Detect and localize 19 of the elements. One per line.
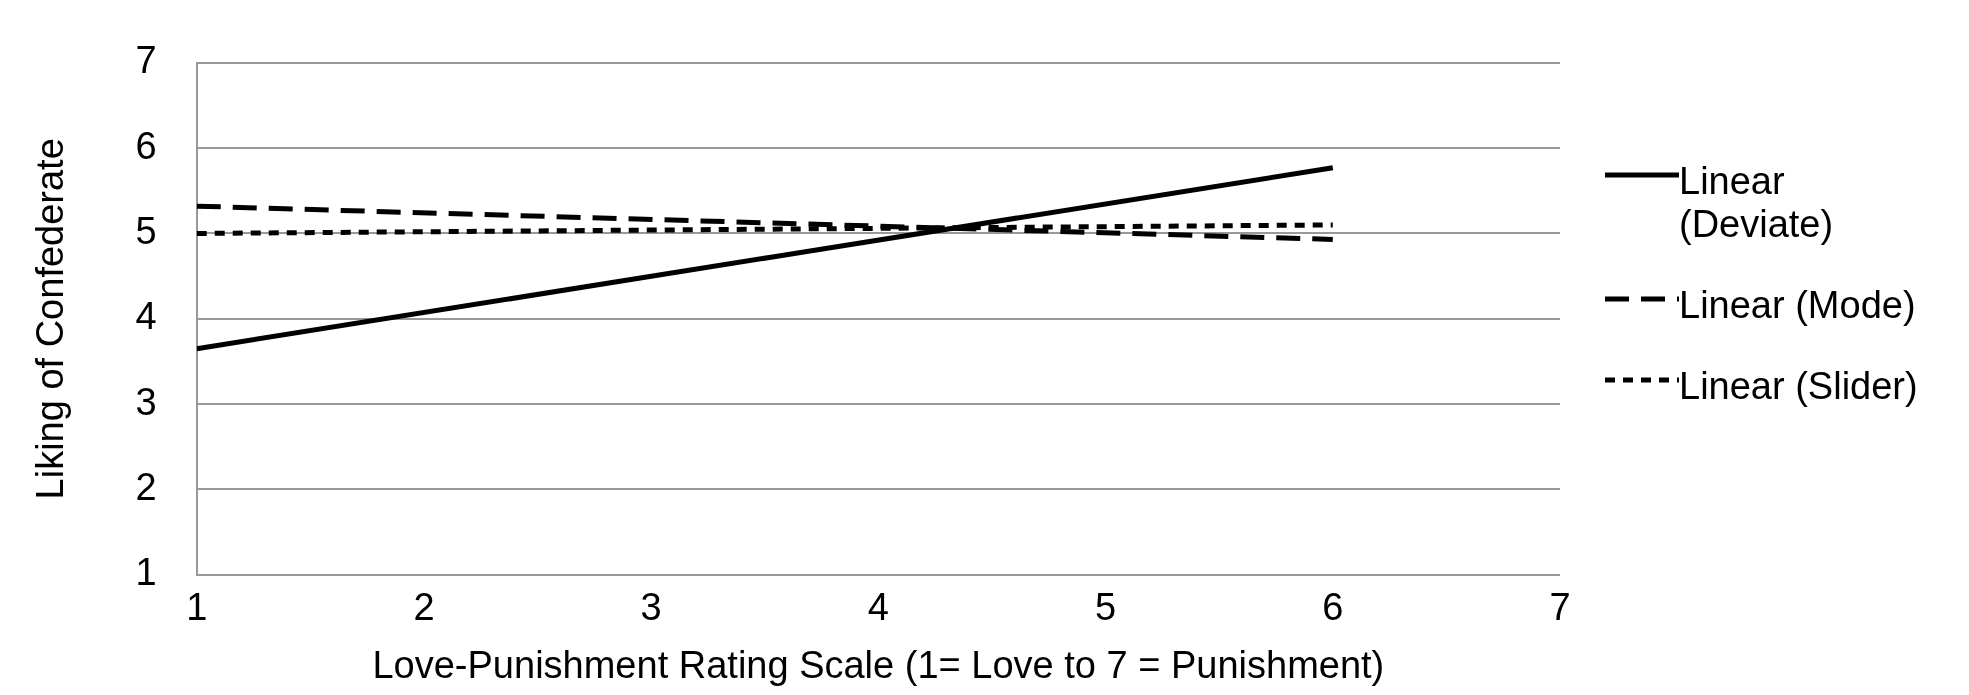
y-tick-label: 7 [135, 39, 157, 82]
x-tick-label: 3 [640, 586, 662, 629]
legend-label: Linear (Slider) [1679, 365, 1918, 408]
legend-label: Linear (Mode) [1679, 284, 1916, 327]
x-tick-label: 4 [867, 586, 889, 629]
x-tick-label: 7 [1549, 586, 1571, 629]
y-tick-label: 1 [135, 551, 157, 594]
y-tick-label: 3 [135, 380, 157, 423]
x-tick-label: 1 [186, 586, 208, 629]
y-tick-label: 2 [135, 465, 157, 508]
x-axis-title: Love-Punishment Rating Scale (1= Love to 7 = Punishment) [372, 643, 1385, 686]
x-tick-label: 6 [1322, 586, 1344, 629]
legend-label: Linear (Deviate) [1679, 160, 1835, 246]
y-axis-title: Liking of Confederate [29, 138, 72, 500]
x-tick-label: 5 [1095, 586, 1117, 629]
y-tick-label: 5 [135, 209, 157, 252]
x-tick-label: 2 [413, 586, 435, 629]
y-tick-label: 4 [135, 295, 157, 338]
y-tick-label: 6 [135, 124, 157, 167]
